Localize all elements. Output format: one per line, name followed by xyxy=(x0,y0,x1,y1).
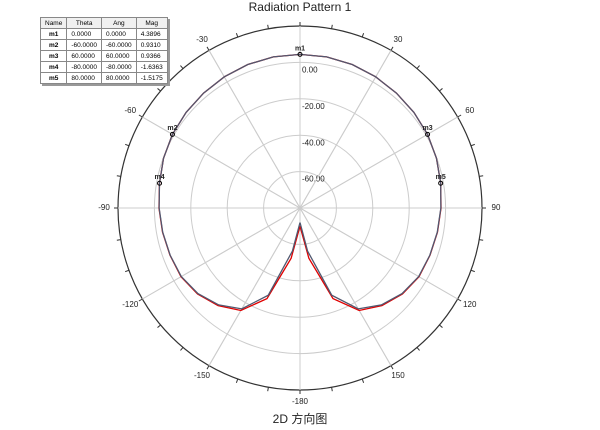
caption: 2D 方向图 xyxy=(272,412,328,426)
theta-tick-label: 150 xyxy=(391,371,405,380)
table-cell: 80.0000 xyxy=(66,72,103,84)
theta-tick-label: -150 xyxy=(194,371,211,380)
minor-tick xyxy=(235,33,239,38)
minor-tick xyxy=(390,46,394,51)
table-cell: -80.0000 xyxy=(66,61,103,73)
marker-label: m3 xyxy=(423,125,433,132)
minor-tick xyxy=(390,365,394,370)
marker-label: m1 xyxy=(295,45,305,52)
table-column-header: Mag xyxy=(135,17,168,29)
marker-table: Name Theta Ang Mag m1 0.0000 0.0000 4.3896 m2 -60… xyxy=(39,17,168,84)
table-cell: m3 xyxy=(39,50,68,62)
table-row: m5 80.0000 80.0000 -1.5175 xyxy=(39,72,168,84)
minor-tick xyxy=(479,175,484,177)
table-cell: 60.0000 xyxy=(66,50,103,62)
table-cell: -1.5175 xyxy=(135,72,168,84)
r-tick-label: -20.00 xyxy=(302,102,325,111)
minor-tick xyxy=(180,65,184,69)
minor-tick xyxy=(116,175,121,177)
theta-tick-label: -120 xyxy=(122,300,139,309)
table-cell: 0.0000 xyxy=(66,28,103,40)
minor-tick xyxy=(416,65,420,69)
theta-tick-label: 60 xyxy=(465,106,474,115)
table-body: m1 0.0000 0.0000 4.3896 m2 -60.0000 -60.0000 0.… xyxy=(39,28,168,84)
table-header: Name Theta Ang Mag xyxy=(39,17,168,29)
theta-tick-label: -90 xyxy=(98,203,110,212)
minor-tick xyxy=(470,143,475,147)
minor-tick xyxy=(116,239,121,241)
table-cell: -60.0000 xyxy=(66,39,103,51)
theta-tick-label: -30 xyxy=(196,35,208,44)
theta-tick-label: 120 xyxy=(463,300,477,309)
marker-point xyxy=(438,180,444,186)
minor-tick xyxy=(361,33,365,38)
table-cell: m4 xyxy=(39,61,68,73)
pattern-line xyxy=(158,53,442,310)
minor-tick xyxy=(439,324,443,328)
minor-tick xyxy=(138,298,143,302)
minor-tick xyxy=(457,114,462,118)
marker-point xyxy=(425,131,431,137)
minor-tick xyxy=(125,143,130,147)
theta-tick-label: -180 xyxy=(292,397,309,406)
minor-tick xyxy=(138,114,143,118)
table-row: m3 60.0000 60.0000 0.9366 xyxy=(39,50,168,62)
marker-label: m4 xyxy=(154,174,164,181)
minor-tick xyxy=(206,46,210,51)
grid-spoke xyxy=(208,50,392,366)
table-column-header: Theta xyxy=(66,17,103,29)
chart-title: Radiation Pattern 1 xyxy=(249,0,352,14)
minor-tick xyxy=(267,24,269,29)
minor-tick xyxy=(206,365,210,370)
r-tick-label: -40.00 xyxy=(302,138,325,147)
table-cell: -80.0000 xyxy=(101,61,137,73)
table-row: m1 0.0000 0.0000 4.3896 xyxy=(39,28,168,40)
table-cell: 0.0000 xyxy=(101,28,137,40)
minor-tick xyxy=(180,347,184,351)
minor-tick xyxy=(439,88,443,92)
marker-point xyxy=(169,131,175,137)
theta-tick-label: 90 xyxy=(492,203,501,212)
minor-tick xyxy=(361,378,365,383)
minor-tick xyxy=(331,24,333,29)
theta-tick-label: 30 xyxy=(394,35,403,44)
theta-tick-label: -60 xyxy=(124,106,136,115)
minor-tick xyxy=(125,269,130,273)
table-cell: 0.9310 xyxy=(135,39,168,51)
minor-tick xyxy=(157,324,161,328)
table-cell: -60.0000 xyxy=(101,39,137,51)
r-tick-label: 0.00 xyxy=(302,66,318,75)
marker-label: m5 xyxy=(436,174,446,181)
table-cell: 80.0000 xyxy=(101,72,137,84)
marker-label: m2 xyxy=(167,125,177,132)
table-column-header: Name xyxy=(39,17,68,29)
minor-tick xyxy=(235,378,239,383)
minor-tick xyxy=(331,387,333,392)
marker-point xyxy=(297,51,303,57)
table-row: m4 -80.0000 -80.0000 -1.6363 xyxy=(39,61,168,73)
r-tick-label: -60.00 xyxy=(302,175,325,184)
table-cell: 60.0000 xyxy=(101,50,137,62)
minor-tick xyxy=(457,298,462,302)
table-cell: 4.3896 xyxy=(135,28,168,40)
table-cell: m1 xyxy=(39,28,68,40)
table-cell: -1.6363 xyxy=(135,61,168,73)
table-cell: m5 xyxy=(39,72,68,84)
table-column-header: Ang xyxy=(101,17,137,29)
minor-tick xyxy=(416,347,420,351)
marker-point xyxy=(157,180,163,186)
table-cell: m2 xyxy=(39,39,68,51)
table-row: m2 -60.0000 -60.0000 0.9310 xyxy=(39,39,168,51)
minor-tick xyxy=(157,88,161,92)
minor-tick xyxy=(470,269,475,273)
table-cell: 0.9366 xyxy=(135,50,168,62)
minor-tick xyxy=(479,239,484,241)
minor-tick xyxy=(267,387,269,392)
